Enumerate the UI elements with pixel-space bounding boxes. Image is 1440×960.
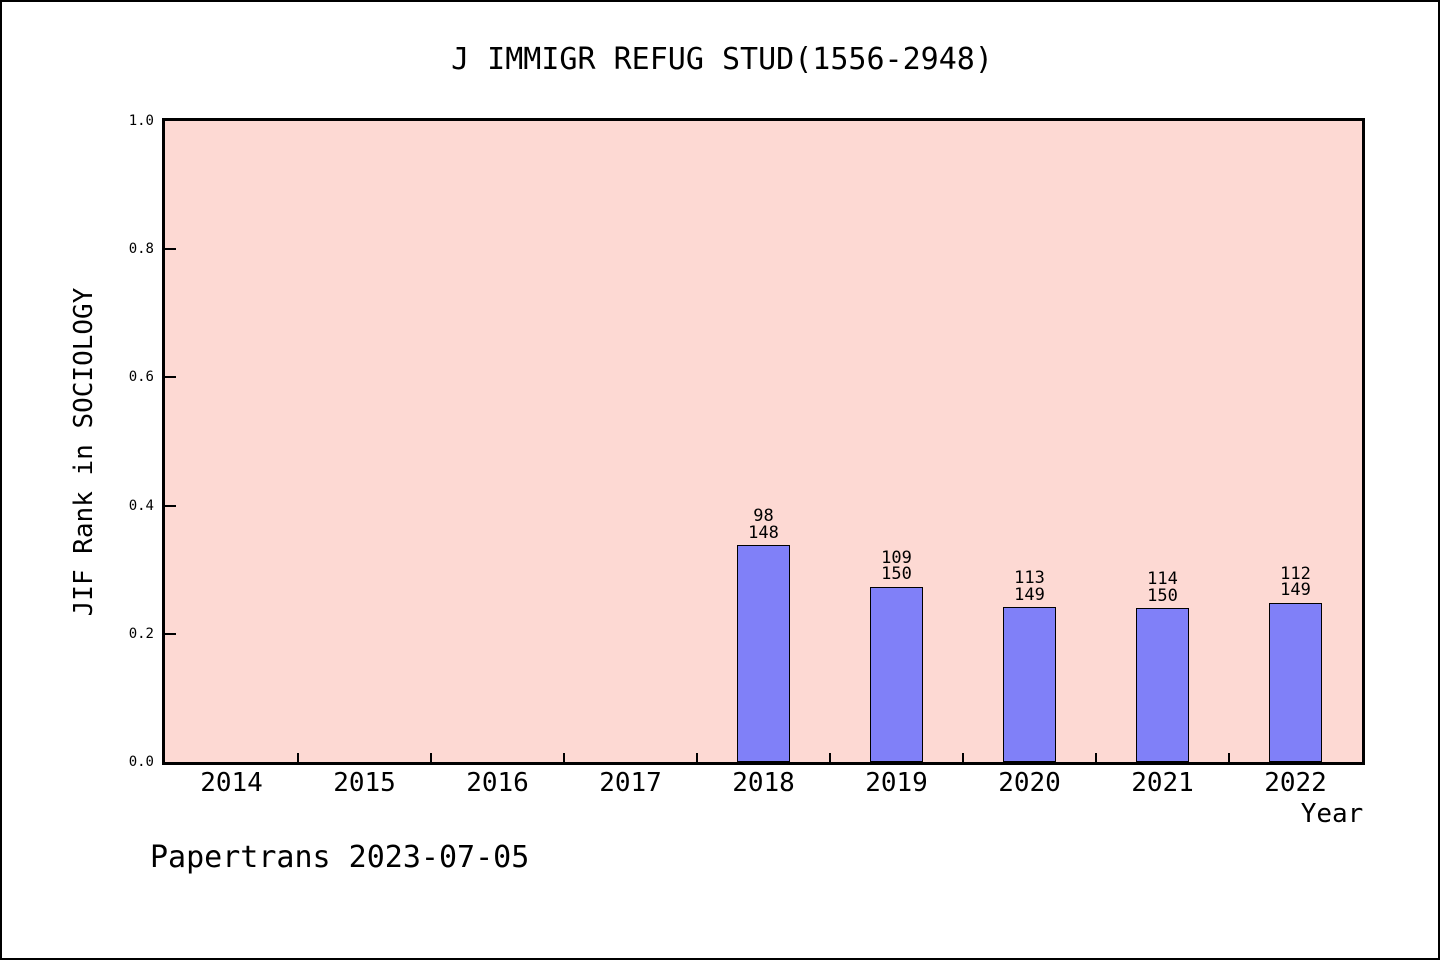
- x-tick-label: 2022: [1264, 768, 1327, 798]
- chart-title: J IMMIGR REFUG STUD(1556-2948): [451, 42, 993, 77]
- x-tick-label: 2020: [998, 768, 1061, 798]
- x-tick-label: 2017: [599, 768, 662, 798]
- x-minor-tick: [696, 753, 698, 762]
- y-tick-mark: [165, 632, 176, 635]
- bar-label-2018: 98 148: [748, 506, 779, 543]
- y-tick-mark: [165, 376, 176, 379]
- y-tick-label: 0.2: [128, 625, 154, 642]
- x-minor-tick: [563, 753, 565, 762]
- x-tick-label: 2021: [1131, 768, 1194, 798]
- x-tick-label: 2016: [466, 768, 529, 798]
- y-tick-label: 0.4: [128, 497, 154, 514]
- bar-label-2020: 113 149: [1014, 568, 1045, 605]
- x-minor-tick: [962, 753, 964, 762]
- x-minor-tick: [1228, 753, 1230, 762]
- bar-label-2021: 114 150: [1147, 569, 1178, 606]
- x-minor-tick: [297, 753, 299, 762]
- x-minor-tick: [829, 753, 831, 762]
- y-tick-label: 0.0: [128, 754, 154, 770]
- bar-label-2022: 112 149: [1280, 563, 1311, 601]
- y-tick-mark: [165, 504, 176, 507]
- x-minor-tick: [1095, 753, 1097, 762]
- bar-2021: [1135, 608, 1190, 762]
- x-tick-label: 2014: [200, 768, 263, 798]
- plot-area: [162, 118, 1365, 765]
- footer-watermark: Papertrans 2023-07-05: [150, 840, 530, 875]
- bar-label-2019: 109 150: [881, 547, 912, 585]
- y-tick-label: 0.8: [128, 241, 154, 258]
- x-minor-tick: [430, 753, 432, 762]
- y-axis-label: JIF Rank in SOCIOLOGY: [69, 287, 99, 617]
- y-tick-mark: [165, 248, 176, 251]
- x-tick-label: 2018: [732, 768, 795, 798]
- bar-2020: [1002, 607, 1057, 762]
- y-tick-label: 0.6: [128, 369, 154, 386]
- y-tick-label: 1.0: [128, 113, 154, 129]
- bar-2019: [869, 586, 924, 762]
- bar-2018: [736, 545, 791, 762]
- plot-inner: [165, 121, 1362, 762]
- x-tick-label: 2015: [333, 768, 396, 798]
- x-tick-label: 2019: [865, 768, 928, 798]
- x-axis-label: Year: [1300, 799, 1364, 829]
- bar-2022: [1268, 602, 1323, 762]
